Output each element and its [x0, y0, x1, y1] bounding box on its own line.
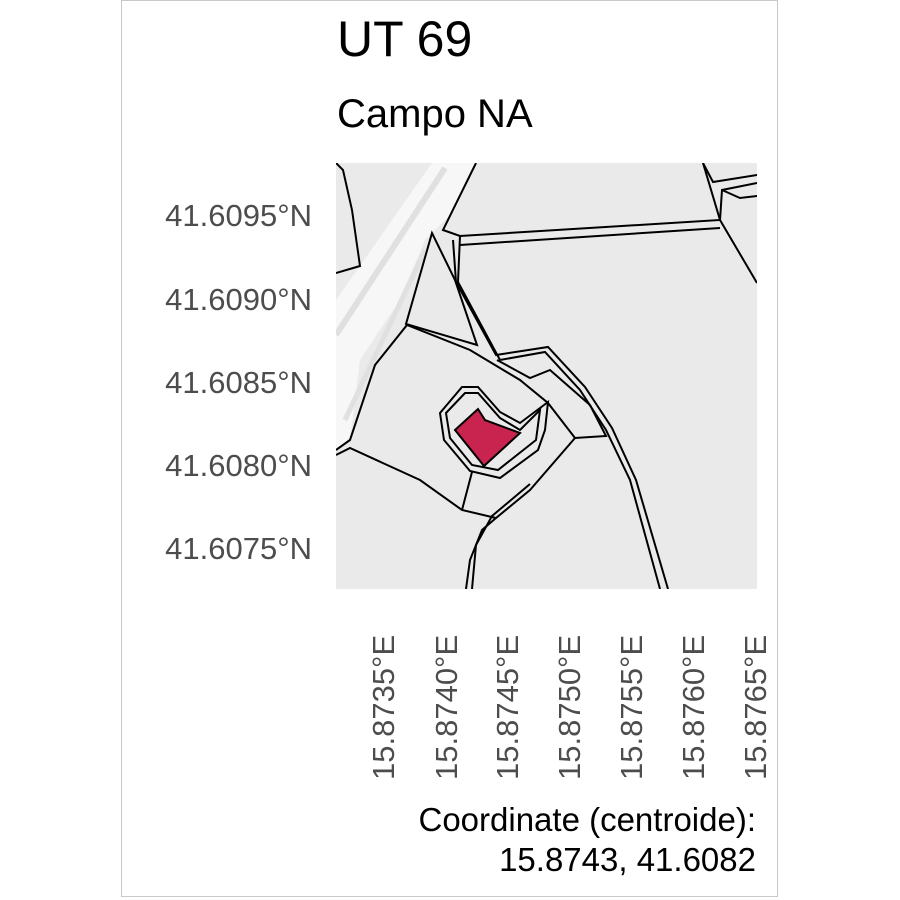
lat-tick-label: 41.6090°N: [165, 282, 312, 317]
road-edge-line: [342, 248, 428, 422]
parcel-outline: [461, 471, 473, 511]
map-title: UT 69: [337, 11, 473, 67]
parcel-outline: [718, 182, 757, 284]
lon-tick-label: 15.8740°E: [429, 634, 464, 780]
parcel-outline: [702, 163, 757, 184]
lat-tick-label: 41.6075°N: [165, 531, 312, 566]
lon-tick-label: 15.8735°E: [366, 634, 401, 780]
centroid-caption-line1: Coordinate (centroide):: [418, 801, 756, 838]
road-edge-line: [336, 166, 448, 337]
parcel-outline: [471, 483, 531, 589]
parcel-outline: [459, 227, 721, 246]
parcel-outline: [721, 189, 757, 200]
parcel-outline: [452, 239, 669, 589]
lon-tick-label: 15.8745°E: [490, 634, 525, 780]
parcel-outline: [456, 235, 661, 589]
parcel-outline: [444, 392, 542, 472]
lon-tick-label: 15.8755°E: [614, 634, 649, 780]
lat-tick-label: 41.6095°N: [165, 198, 312, 233]
highlighted-parcel: [453, 407, 522, 468]
parcel-outline: [438, 386, 550, 480]
map-subtitle: Campo NA: [337, 92, 533, 136]
lat-tick-label: 41.6080°N: [165, 448, 312, 483]
parcel-outline: [404, 230, 479, 347]
parcel-outline: [336, 163, 362, 274]
parcel-map: [336, 163, 757, 589]
lon-tick-label: 15.8750°E: [552, 634, 587, 780]
lon-tick-label: 15.8760°E: [676, 634, 711, 780]
lat-tick-label: 41.6085°N: [165, 365, 312, 400]
lon-tick-label: 15.8765°E: [738, 634, 773, 780]
centroid-caption-line2: 15.8743, 41.6082: [499, 841, 756, 878]
